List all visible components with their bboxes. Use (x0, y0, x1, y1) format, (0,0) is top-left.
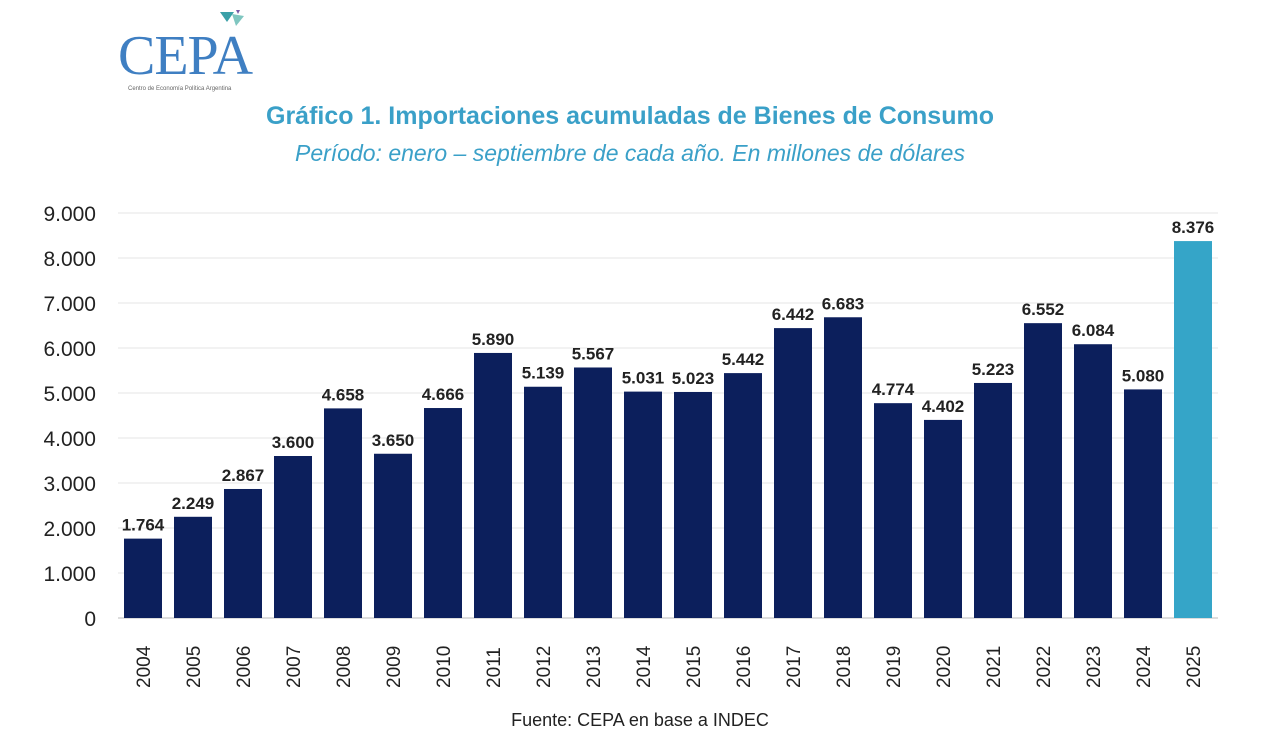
data-label: 5.890 (472, 330, 515, 349)
bar-2010 (424, 408, 462, 618)
cepa-logo: CEPA Centro de Economía Política Argenti… (118, 10, 278, 94)
bar-2020 (924, 419, 962, 618)
data-label: 5.567 (572, 344, 615, 363)
bar-2007 (274, 456, 312, 618)
data-label: 4.402 (922, 397, 965, 416)
data-label: 6.084 (1072, 321, 1115, 340)
y-tick-label: 3.000 (43, 473, 96, 496)
bar-2025 (1174, 241, 1212, 618)
bar-2023 (1074, 344, 1112, 618)
data-label: 4.774 (872, 380, 915, 399)
x-tick-label: 2007 (284, 646, 305, 688)
x-tick-label: 2025 (1184, 646, 1205, 688)
data-label: 1.764 (122, 516, 165, 535)
x-tick-label: 2019 (884, 646, 905, 688)
x-tick-label: 2009 (384, 646, 405, 688)
x-tick-label: 2012 (534, 646, 555, 688)
x-tick-label: 2004 (134, 645, 155, 688)
x-tick-label: 2013 (584, 646, 605, 688)
bar-2005 (174, 516, 212, 618)
x-tick-label: 2008 (334, 646, 355, 688)
data-label: 6.442 (772, 305, 815, 324)
data-label: 5.139 (522, 364, 565, 383)
data-label: 8.376 (1172, 218, 1215, 237)
x-tick-label: 2015 (684, 646, 705, 688)
y-tick-label: 4.000 (43, 428, 96, 451)
x-tick-label: 2018 (834, 646, 855, 688)
data-label: 2.249 (172, 494, 215, 513)
y-tick-label: 1.000 (43, 563, 96, 586)
x-tick-label: 2010 (434, 646, 455, 688)
bar-2019 (874, 403, 912, 618)
x-tick-label: 2005 (184, 646, 205, 688)
chart-subtitle: Período: enero – septiembre de cada año.… (295, 140, 965, 166)
x-tick-label: 2020 (934, 646, 955, 688)
data-label: 3.650 (372, 431, 415, 450)
y-tick-label: 2.000 (43, 518, 96, 541)
bar-2014 (624, 391, 662, 618)
bar-2024 (1124, 389, 1162, 618)
x-tick-label: 2024 (1134, 645, 1155, 688)
bar-2006 (224, 488, 262, 618)
data-label: 5.023 (672, 369, 715, 388)
bar-2016 (724, 373, 762, 618)
x-tick-label: 2016 (734, 646, 755, 688)
bar-2018 (824, 317, 862, 618)
y-tick-label: 8.000 (43, 248, 96, 271)
bar-2004 (124, 538, 162, 618)
data-label: 6.552 (1022, 300, 1065, 319)
data-label: 3.600 (272, 433, 315, 452)
y-tick-label: 6.000 (43, 338, 96, 361)
y-tick-label: 7.000 (43, 293, 96, 316)
bar-2021 (974, 382, 1012, 618)
logo-subtitle: Centro de Economía Política Argentina (128, 86, 232, 92)
x-tick-label: 2022 (1034, 646, 1055, 688)
data-label: 5.223 (972, 360, 1015, 379)
x-tick-label: 2021 (984, 646, 1005, 688)
y-tick-label: 9.000 (43, 203, 96, 226)
bar-2015 (674, 391, 712, 618)
chart-title: Gráfico 1. Importaciones acumuladas de B… (266, 102, 994, 130)
bar-2013 (574, 367, 612, 618)
data-label: 4.658 (322, 385, 365, 404)
bar-2022 (1024, 323, 1062, 618)
data-label: 6.683 (822, 294, 865, 313)
data-label: 5.080 (1122, 366, 1165, 385)
data-label: 5.442 (722, 350, 765, 369)
bar-2012 (524, 386, 562, 618)
y-tick-label: 0 (84, 608, 96, 631)
bar-2017 (774, 328, 812, 618)
bar-2008 (324, 408, 362, 618)
x-tick-label: 2006 (234, 646, 255, 688)
x-tick-label: 2014 (634, 645, 655, 688)
data-label: 4.666 (422, 385, 465, 404)
bar-2011 (474, 352, 512, 618)
x-tick-label: 2017 (784, 646, 805, 688)
y-tick-label: 5.000 (43, 383, 96, 406)
bar-2009 (374, 453, 412, 618)
x-tick-label: 2023 (1084, 646, 1105, 688)
logo-triangle-icon (220, 10, 244, 26)
x-tick-label: 2011 (484, 647, 505, 688)
logo-text: CEPA (118, 25, 253, 87)
source-note: Fuente: CEPA en base a INDEC (511, 710, 769, 730)
data-label: 2.867 (222, 466, 265, 485)
data-label: 5.031 (622, 369, 665, 388)
